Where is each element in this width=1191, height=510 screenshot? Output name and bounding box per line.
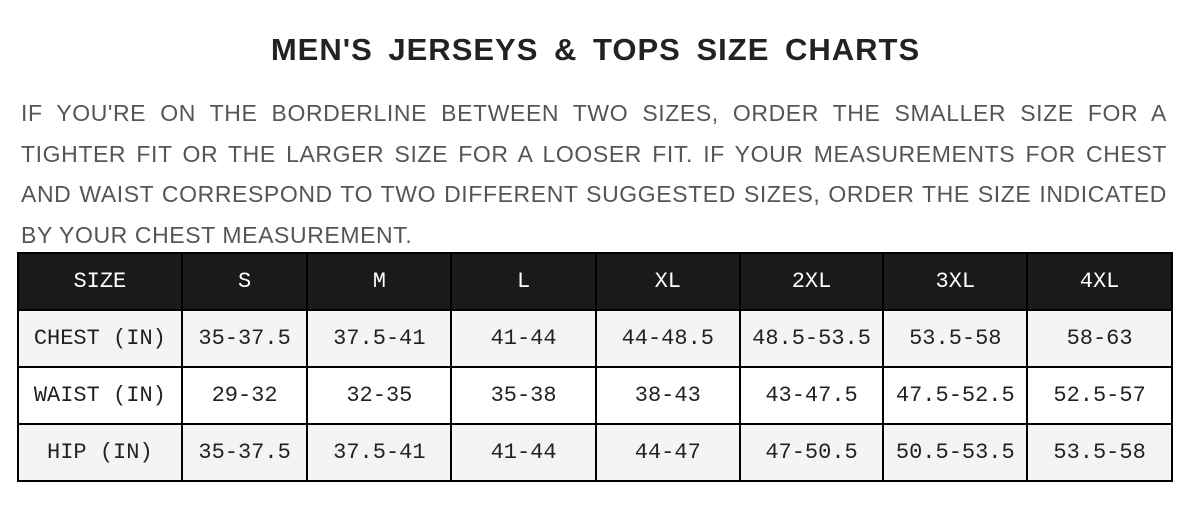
row-label-cell: WAIST (IN) bbox=[17, 366, 183, 425]
table-cell: 35-38 bbox=[450, 366, 597, 425]
table-cell: 44-47 bbox=[594, 423, 741, 482]
table-cell: 3XL bbox=[882, 252, 1029, 311]
table-header-row: SIZE S M L XL 2XL 3XL 4XL bbox=[17, 252, 1173, 311]
table-cell: 4XL bbox=[1026, 252, 1173, 311]
table-cell: 50.5-53.5 bbox=[882, 423, 1029, 482]
table-cell: 37.5-41 bbox=[306, 423, 453, 482]
table-cell: 47.5-52.5 bbox=[882, 366, 1029, 425]
table-cell: XL bbox=[594, 252, 741, 311]
table-cell: 52.5-57 bbox=[1026, 366, 1173, 425]
row-label-cell: CHEST (IN) bbox=[17, 309, 183, 368]
table-cell: 48.5-53.5 bbox=[738, 309, 885, 368]
table-cell: 53.5-58 bbox=[882, 309, 1029, 368]
row-label-cell: HIP (IN) bbox=[17, 423, 183, 482]
table-cell: 41-44 bbox=[450, 309, 597, 368]
table-cell: 35-37.5 bbox=[180, 309, 309, 368]
table-cell: 53.5-58 bbox=[1026, 423, 1173, 482]
table-cell: L bbox=[450, 252, 597, 311]
table-cell: 44-48.5 bbox=[594, 309, 741, 368]
table-cell: 58-63 bbox=[1026, 309, 1173, 368]
table-row: WAIST (IN) 29-32 32-35 35-38 38-43 43-47.5 47.… bbox=[17, 366, 1173, 425]
table-cell: S bbox=[180, 252, 309, 311]
table-cell: 38-43 bbox=[594, 366, 741, 425]
page-title: MEN'S JERSEYS & TOPS SIZE CHARTS bbox=[270, 32, 921, 67]
size-advice-text: IF YOU'RE ON THE BORDERLINE BETWEEN TWO … bbox=[21, 100, 1167, 248]
table-row: CHEST (IN) 35-37.5 37.5-41 41-44 44-48.5 48.5… bbox=[17, 309, 1173, 368]
table-cell: 37.5-41 bbox=[306, 309, 453, 368]
size-chart-table: SIZE S M L XL 2XL 3XL 4XL CHEST (IN) 35-37.5 37.5-… bbox=[17, 252, 1173, 482]
table-row: HIP (IN) 35-37.5 37.5-41 41-44 44-47 47-50.5 5… bbox=[17, 423, 1173, 482]
table-cell: 32-35 bbox=[306, 366, 453, 425]
table-cell: 47-50.5 bbox=[738, 423, 885, 482]
table-cell: 43-47.5 bbox=[738, 366, 885, 425]
table-cell: 35-37.5 bbox=[180, 423, 309, 482]
table-cell: M bbox=[306, 252, 453, 311]
table-cell: 41-44 bbox=[450, 423, 597, 482]
table-cell: 2XL bbox=[738, 252, 885, 311]
row-label-cell: SIZE bbox=[17, 252, 183, 311]
table-cell: 29-32 bbox=[180, 366, 309, 425]
